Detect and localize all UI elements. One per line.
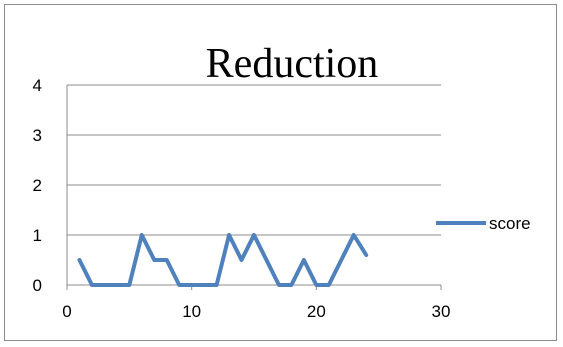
- legend-label-score: score: [489, 214, 531, 233]
- chart-title: Reduction: [206, 41, 379, 87]
- y-tick-label: 0: [33, 276, 42, 295]
- y-axis-ticks: 0 1 2 3 4: [33, 76, 42, 295]
- y-tick-label: 3: [33, 126, 42, 145]
- y-tick-label: 2: [33, 176, 42, 195]
- x-tick-label: 20: [307, 302, 326, 321]
- series-group: [77, 233, 369, 287]
- x-tick-label: 10: [182, 302, 201, 321]
- x-tick-label: 30: [432, 302, 451, 321]
- y-tick-label: 4: [33, 76, 42, 95]
- x-tick-label: 0: [62, 302, 71, 321]
- gridlines: [66, 84, 442, 290]
- legend: score: [436, 214, 531, 233]
- series-line-score: [77, 233, 369, 287]
- y-tick-label: 1: [33, 226, 42, 245]
- x-axis-ticks: 0 10 20 30: [62, 302, 450, 321]
